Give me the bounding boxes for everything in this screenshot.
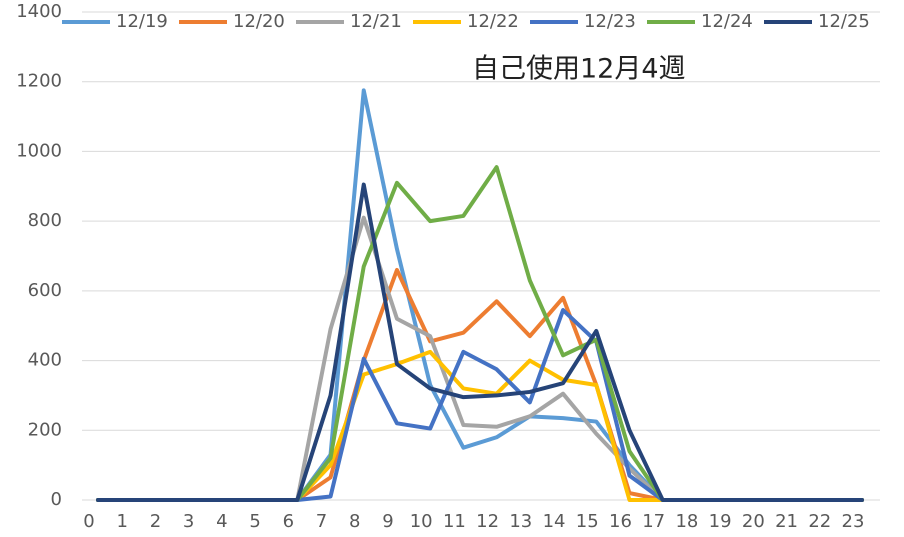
x-tick-label: 0 <box>83 511 94 532</box>
x-tick-label: 9 <box>382 511 393 532</box>
x-tick-label: 16 <box>609 511 632 532</box>
x-tick-label: 4 <box>216 511 227 532</box>
legend-label: 12/21 <box>350 11 402 32</box>
x-tick-label: 17 <box>642 511 665 532</box>
legend-label: 12/20 <box>233 11 285 32</box>
series-line <box>96 182 864 502</box>
x-tick-label: 1 <box>116 511 127 532</box>
y-tick-label: 0 <box>51 489 62 510</box>
x-tick-label: 14 <box>543 511 566 532</box>
x-tick-label: 2 <box>150 511 161 532</box>
y-tick-label: 1200 <box>16 71 62 92</box>
x-tick-label: 6 <box>283 511 294 532</box>
x-tick-label: 5 <box>249 511 260 532</box>
y-tick-label: 200 <box>28 419 62 440</box>
x-tick-label: 12 <box>476 511 499 532</box>
legend-label: 12/22 <box>467 11 519 32</box>
y-tick-label: 400 <box>28 350 62 371</box>
x-tick-label: 23 <box>842 511 865 532</box>
y-tick-label: 800 <box>28 210 62 231</box>
series-line <box>96 267 864 502</box>
legend-label: 12/24 <box>701 11 753 32</box>
x-tick-label: 21 <box>775 511 798 532</box>
x-tick-label: 3 <box>183 511 194 532</box>
x-tick-label: 19 <box>709 511 732 532</box>
legend-label: 12/19 <box>116 11 168 32</box>
x-tick-label: 20 <box>742 511 765 532</box>
legend-label: 12/25 <box>818 11 870 32</box>
x-tick-label: 22 <box>808 511 831 532</box>
x-tick-label: 15 <box>576 511 599 532</box>
x-tick-label: 10 <box>410 511 433 532</box>
x-tick-label: 18 <box>675 511 698 532</box>
x-tick-label: 8 <box>349 511 360 532</box>
series-line <box>96 308 864 502</box>
x-tick-label: 7 <box>316 511 327 532</box>
annotation: 自己使用12月4週 <box>472 54 686 85</box>
y-tick-label: 600 <box>28 280 62 301</box>
y-tick-label: 1400 <box>16 1 62 22</box>
series-line <box>96 165 864 502</box>
legend-label: 12/23 <box>584 11 636 32</box>
x-tick-label: 13 <box>509 511 532 532</box>
y-tick-label: 1000 <box>16 140 62 161</box>
x-tick-label: 11 <box>443 511 466 532</box>
